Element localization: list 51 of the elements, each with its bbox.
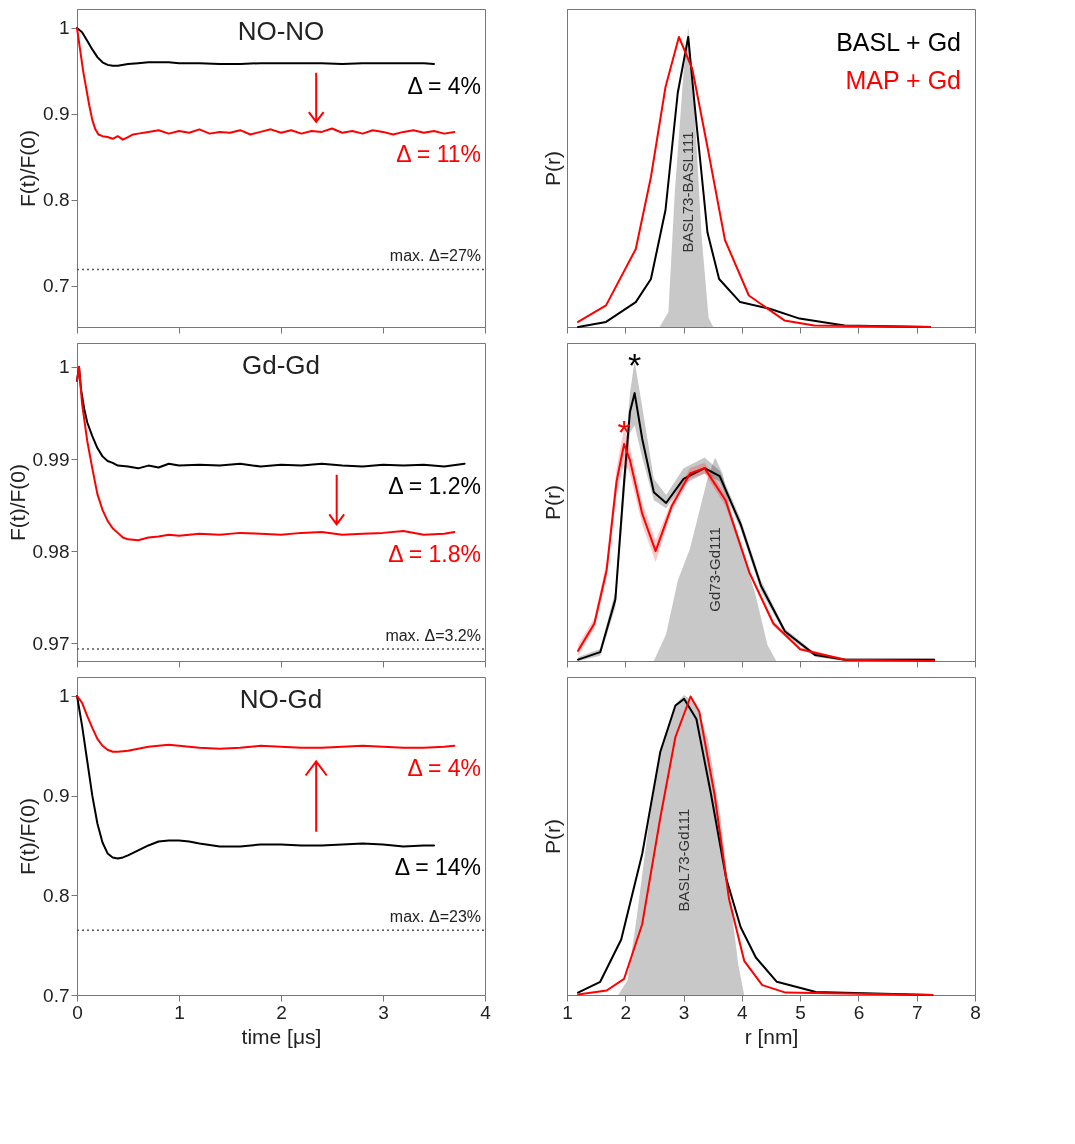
y-tick-label: 0.98 bbox=[32, 540, 70, 562]
x-tick-label: 0 bbox=[72, 1001, 83, 1023]
x-tick-label: 4 bbox=[737, 1001, 749, 1023]
y-axis-title: F(t)/F(0) bbox=[16, 130, 40, 207]
y-tick-label: 1 bbox=[58, 356, 70, 378]
annotation: Δ = 1.2% bbox=[388, 472, 481, 499]
y-axis-title: P(r) bbox=[540, 151, 564, 186]
y-tick-label: 0.8 bbox=[43, 189, 70, 211]
y-tick-label: 0.99 bbox=[32, 448, 70, 470]
x-tick-label: 4 bbox=[480, 1001, 492, 1023]
x-tick-label: 3 bbox=[378, 1001, 389, 1023]
annotation: max. Δ=27% bbox=[389, 247, 481, 265]
y-tick-label: 0.7 bbox=[43, 984, 70, 1006]
x-axis-title: time [μs] bbox=[241, 1024, 322, 1048]
x-tick-label: 8 bbox=[970, 1001, 981, 1023]
annotation: max. Δ=3.2% bbox=[385, 627, 481, 645]
y-tick-label: 0.7 bbox=[43, 275, 70, 297]
series-label: Gd73-Gd111 bbox=[706, 527, 724, 612]
x-axis-title: r [nm] bbox=[744, 1024, 799, 1048]
chart-title: NO-NO bbox=[237, 16, 325, 46]
y-tick-label: 1 bbox=[58, 17, 70, 39]
x-tick-label: 7 bbox=[911, 1001, 923, 1023]
chart-title: Gd-Gd bbox=[241, 350, 321, 380]
y-tick-label: 0.97 bbox=[32, 632, 70, 654]
chart-title: NO-Gd bbox=[239, 684, 323, 714]
series-label: BASL73-Gd111 bbox=[675, 808, 693, 912]
y-tick-label: 0.9 bbox=[43, 785, 70, 807]
x-tick-label: 1 bbox=[174, 1001, 185, 1023]
y-axis-title: F(t)/F(0) bbox=[16, 798, 40, 875]
x-tick-label: 3 bbox=[678, 1001, 690, 1023]
annotation: Δ = 1.8% bbox=[388, 540, 481, 567]
x-tick-label: 6 bbox=[853, 1001, 865, 1023]
annotation: max. Δ=23% bbox=[389, 908, 481, 926]
annotation: Δ = 11% bbox=[396, 140, 481, 167]
annotation: * bbox=[627, 346, 642, 384]
annotation: Δ = 4% bbox=[407, 754, 481, 781]
y-axis-title: P(r) bbox=[540, 485, 564, 520]
y-tick-label: 0.9 bbox=[43, 103, 70, 125]
x-tick-label: 2 bbox=[276, 1001, 287, 1023]
y-tick-label: 1 bbox=[58, 685, 70, 707]
y-axis-title: P(r) bbox=[540, 819, 564, 854]
x-tick-label: 1 bbox=[562, 1001, 573, 1023]
text: BASL + Gd bbox=[836, 28, 961, 56]
annotation: Δ = 14% bbox=[394, 854, 481, 881]
series-label: BASL73-BASL111 bbox=[679, 131, 697, 253]
annotation: Δ = 4% bbox=[407, 73, 481, 100]
y-axis-title: F(t)/F(0) bbox=[5, 464, 29, 541]
x-tick-label: 2 bbox=[620, 1001, 632, 1023]
x-tick-label: 5 bbox=[795, 1001, 806, 1023]
text: MAP + Gd bbox=[845, 66, 961, 94]
y-tick-label: 0.8 bbox=[43, 884, 70, 906]
